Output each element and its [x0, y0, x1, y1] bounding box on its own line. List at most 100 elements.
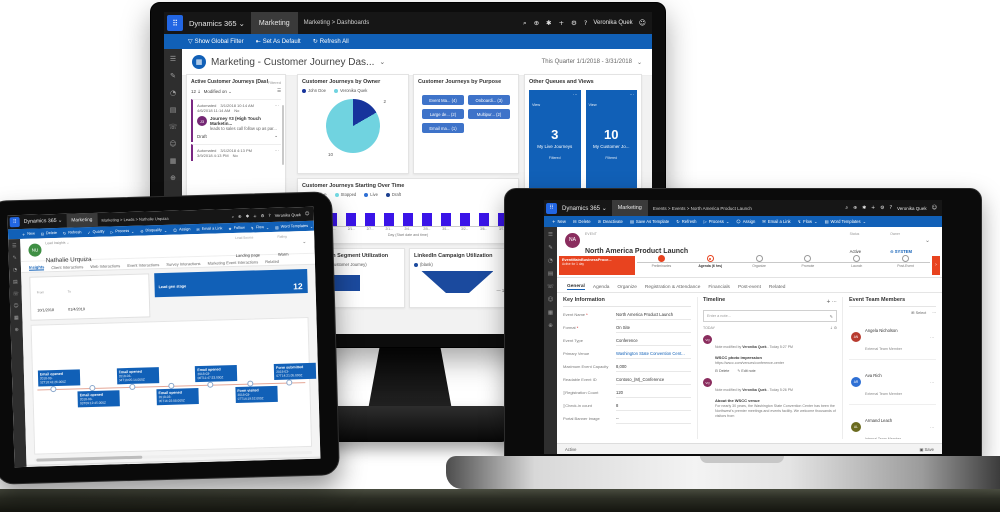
save-button[interactable]: ▣ Save: [919, 446, 934, 452]
refresh-button[interactable]: ↻ Refresh: [62, 230, 82, 236]
flow-button[interactable]: ↯ Flow ⌄: [797, 219, 818, 224]
interaction-card[interactable]: Form submitted 2018-03- 07T14:21:05.000Z: [274, 362, 317, 380]
row-menu-icon[interactable]: ⋯: [930, 424, 934, 430]
item-menu-icon[interactable]: …: [274, 103, 280, 108]
help-icon[interactable]: ?: [583, 19, 588, 27]
user-menu[interactable]: Veronika Quek: [593, 20, 633, 26]
row-menu-icon[interactable]: ⋯: [930, 379, 934, 385]
list-item[interactable]: … Automated 3/1/2018 10:14 AM 4/6/2018 11…: [191, 99, 281, 142]
form-tab[interactable]: Marketing Event Interactions: [207, 259, 259, 266]
process-button[interactable]: ▷ Process ⌄: [703, 219, 730, 224]
form-field-row[interactable]: Format * On Site: [563, 325, 691, 333]
breadcrumb[interactable]: Marketing > Leads > Nathalie Urquiza: [101, 215, 169, 223]
user-avatar-icon[interactable]: ☺: [931, 205, 937, 211]
search-icon[interactable]: ⌕: [523, 18, 527, 27]
recent-icon[interactable]: ◔: [548, 258, 553, 264]
boards-icon[interactable]: ▤: [12, 279, 18, 286]
user-avatar-icon[interactable]: ☺: [638, 19, 646, 27]
form-tab[interactable]: Organize: [617, 285, 637, 290]
edit-icon[interactable]: ✎: [170, 72, 176, 80]
qualify-button[interactable]: ✓ Qualify: [87, 229, 105, 235]
stage-circle-icon[interactable]: [657, 255, 665, 262]
timeline-note[interactable]: VQ Note modified by Veronika Quek - Toda…: [703, 335, 837, 373]
menu-icon[interactable]: ☰: [12, 243, 17, 250]
form-tab[interactable]: Client Interactions: [51, 264, 84, 271]
dashboard-title[interactable]: Marketing - Customer Journey Das...: [211, 56, 375, 68]
stage-circle-icon[interactable]: [755, 255, 763, 262]
boards-icon[interactable]: ▤: [169, 106, 177, 114]
tile-menu-icon[interactable]: …: [573, 92, 578, 97]
timeline-node-icon[interactable]: [286, 379, 293, 386]
app-title[interactable]: Dynamics 365 ⌄: [23, 217, 63, 225]
user-menu[interactable]: Veronika Quek: [274, 211, 301, 218]
recent-icon[interactable]: ◔: [169, 89, 177, 97]
timeline-node-icon[interactable]: [50, 386, 57, 393]
charts-icon[interactable]: ▦: [169, 157, 177, 165]
more-icon[interactable]: ⋯: [832, 298, 837, 305]
form-tab[interactable]: Web Interactions: [90, 263, 121, 270]
refresh-all-button[interactable]: ↻ Refresh All: [312, 38, 349, 45]
contacts-icon[interactable]: ☺: [13, 303, 19, 310]
advanced-find-icon[interactable]: ⊕: [533, 19, 540, 27]
form-field-row[interactable]: Primary Venue Washington State Conventio…: [563, 351, 691, 359]
chevron-down-icon[interactable]: ⌄: [274, 134, 278, 139]
form-tab[interactable]: Registration & Attendance: [644, 285, 701, 290]
purpose-tag[interactable]: Large de... (2): [422, 109, 464, 119]
purpose-tag[interactable]: Multipur... (2): [468, 109, 510, 119]
set-as-default-button[interactable]: ⇤ Set As Default: [255, 38, 301, 45]
record-count-sort[interactable]: 12 ↓ Modified on ⌄: [191, 89, 232, 95]
save-as-template-button[interactable]: ▤ Save As Template: [629, 219, 670, 224]
quick-create-icon[interactable]: +: [253, 212, 257, 218]
contacts-icon[interactable]: ☺: [169, 140, 177, 148]
form-field-row[interactable]: Event Name * North America Product Launc…: [563, 312, 691, 320]
team-member-row[interactable]: AL Armand Leach Internal Team Member ⋯: [849, 405, 936, 439]
form-field-row[interactable]: Event Type Conference: [563, 338, 691, 346]
module-switcher[interactable]: Marketing: [66, 212, 98, 228]
list-scrollbar[interactable]: [282, 105, 284, 165]
breadcrumb[interactable]: Events > Events > North America Product …: [652, 205, 752, 211]
app-title[interactable]: Dynamics 365 ⌄: [189, 18, 245, 28]
new-button[interactable]: + New: [21, 231, 35, 237]
search-icon[interactable]: ⌕: [845, 206, 849, 211]
email-a-link-button[interactable]: ✉ Email a Link: [762, 219, 791, 224]
breadcrumb[interactable]: Marketing > Dashboards: [303, 20, 370, 26]
app-title[interactable]: Dynamics 365 ⌄: [562, 204, 607, 212]
email-a-link-button[interactable]: ✉ Email a Link: [196, 226, 223, 232]
bpf-stage[interactable]: Agenda (6 hrs): [686, 255, 735, 268]
assign-button[interactable]: ☺ Assign: [736, 219, 756, 224]
module-switcher[interactable]: Marketing: [611, 200, 648, 216]
advanced-find-icon[interactable]: ⊕: [853, 205, 858, 211]
process-button[interactable]: ▷ Process ⌄: [110, 228, 135, 234]
menu-icon[interactable]: ☰: [169, 55, 177, 63]
purpose-tag[interactable]: Onboardi... (3): [468, 95, 510, 105]
item-menu-icon[interactable]: …: [274, 148, 280, 153]
next-stage-icon[interactable]: ›: [932, 255, 940, 275]
phone-icon[interactable]: ☏: [168, 123, 178, 131]
purpose-tag[interactable]: Event Ma... (4): [422, 95, 464, 105]
settings-icon[interactable]: ⚙: [260, 212, 265, 218]
sort-icon[interactable]: ↓: [829, 326, 833, 330]
view-tile[interactable]: View … 3 My Live Journeys Filtered: [529, 90, 581, 198]
charts-icon[interactable]: ▦: [547, 310, 554, 316]
view-tile[interactable]: View … 10 My Customer Jo... Filtered: [585, 90, 637, 198]
stage-circle-icon[interactable]: [853, 255, 861, 262]
phone-icon[interactable]: ☏: [12, 291, 19, 298]
menu-icon[interactable]: ☰: [548, 232, 553, 238]
owner-field[interactable]: Owner ⊙ SYSTEM: [890, 232, 912, 254]
delete-button[interactable]: ⊟ Delete: [572, 219, 591, 224]
select-button[interactable]: ⊞ Select: [911, 310, 927, 315]
chevron-down-icon[interactable]: ⌄: [302, 238, 307, 246]
app-launcher-icon[interactable]: ⠿: [9, 216, 20, 228]
team-member-row[interactable]: AN Angela Nicholson External Team Member …: [849, 315, 936, 360]
bpf-stage[interactable]: Post-Event: [881, 255, 930, 268]
chevron-down-icon[interactable]: ⌄: [636, 58, 642, 66]
edit-icon[interactable]: ✎: [12, 255, 17, 262]
quick-create-icon[interactable]: +: [871, 205, 876, 211]
scrollbar-thumb[interactable]: [36, 455, 142, 462]
word-templates-button[interactable]: ▤ Word Templates ⌄: [824, 219, 867, 224]
app-launcher-icon[interactable]: ⠿: [546, 202, 557, 214]
help-icon[interactable]: ?: [268, 212, 271, 218]
advanced-find-icon[interactable]: ⊕: [238, 213, 242, 219]
show-global-filter-button[interactable]: ▽ Show Global Filter: [188, 38, 244, 45]
user-menu[interactable]: Veronika Quek: [897, 205, 927, 211]
